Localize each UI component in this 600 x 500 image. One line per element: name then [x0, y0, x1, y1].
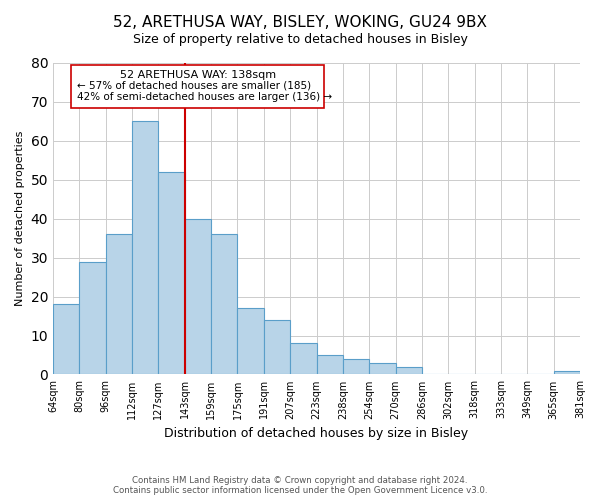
Bar — [290, 344, 317, 374]
Bar — [79, 262, 106, 374]
Bar — [211, 234, 238, 374]
Bar — [238, 308, 264, 374]
Bar — [53, 304, 79, 374]
Bar — [132, 122, 158, 374]
Bar — [264, 320, 290, 374]
Text: 52 ARETHUSA WAY: 138sqm: 52 ARETHUSA WAY: 138sqm — [120, 70, 276, 80]
Bar — [185, 218, 211, 374]
Text: Size of property relative to detached houses in Bisley: Size of property relative to detached ho… — [133, 32, 467, 46]
Text: 42% of semi-detached houses are larger (136) →: 42% of semi-detached houses are larger (… — [77, 92, 332, 102]
FancyBboxPatch shape — [71, 65, 325, 108]
Bar — [106, 234, 132, 374]
X-axis label: Distribution of detached houses by size in Bisley: Distribution of detached houses by size … — [164, 427, 469, 440]
Bar — [158, 172, 185, 374]
Y-axis label: Number of detached properties: Number of detached properties — [15, 131, 25, 306]
Bar — [554, 370, 580, 374]
Bar — [317, 355, 343, 374]
Bar — [343, 359, 369, 374]
Bar — [395, 366, 422, 374]
Text: ← 57% of detached houses are smaller (185): ← 57% of detached houses are smaller (18… — [77, 80, 311, 90]
Text: Contains HM Land Registry data © Crown copyright and database right 2024.
Contai: Contains HM Land Registry data © Crown c… — [113, 476, 487, 495]
Bar — [369, 363, 395, 374]
Text: 52, ARETHUSA WAY, BISLEY, WOKING, GU24 9BX: 52, ARETHUSA WAY, BISLEY, WOKING, GU24 9… — [113, 15, 487, 30]
